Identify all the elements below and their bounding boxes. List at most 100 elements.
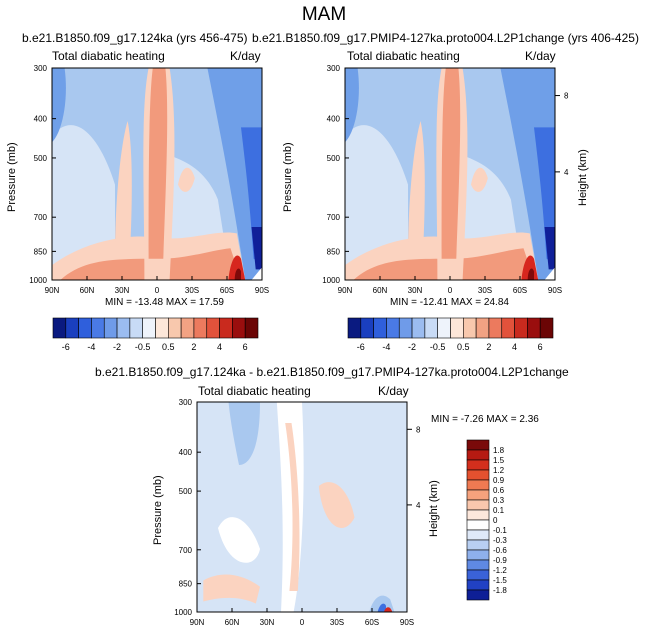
- y2-tick-label: 4: [416, 501, 421, 510]
- panel-2-units-label: K/day: [525, 49, 556, 63]
- y-tick-label: 1000: [29, 276, 47, 285]
- y-tick-label: 400: [179, 448, 193, 457]
- colorbar-swatch: [424, 317, 438, 339]
- sh-max-cooling: [544, 227, 555, 270]
- colorbar-swatch: [193, 317, 208, 339]
- colorbar-label: 1.8: [493, 446, 505, 455]
- colorbar-label: 6: [538, 342, 543, 352]
- heatmap-difference: 90N 60N 30N 0 30S 60S 90S 300 400 500 700 850 1000 8 4: [174, 398, 421, 627]
- y-tick-label: 300: [34, 64, 48, 73]
- heatmap-control: 90N 60N 30N 0 30S 60S 90S 300 400 500 700 850 1000: [29, 64, 269, 295]
- nh-pale-region: [345, 125, 408, 280]
- diff-surface-warming: [383, 607, 393, 612]
- x-tick-label: 60N: [80, 286, 95, 295]
- colorbar-label: -1.8: [493, 586, 507, 595]
- sh-cooling-region: [207, 68, 262, 280]
- colorbar-label: 2: [191, 342, 196, 352]
- colorbar-swatch: [466, 449, 490, 461]
- colorbar-swatch: [514, 317, 528, 339]
- colorbar-swatch: [219, 317, 233, 339]
- panel-1-minmax: MIN = -13.48 MAX = 17.59: [105, 297, 224, 308]
- colorbar-label: -0.1: [493, 526, 507, 535]
- colorbar-swatch: [466, 529, 490, 541]
- colorbar-swatch: [347, 317, 362, 339]
- colorbar-swatch: [466, 489, 490, 501]
- colorbar-swatch: [466, 519, 490, 531]
- colorbar-label: -2: [408, 342, 416, 352]
- surface-hotspot-core: [234, 268, 241, 280]
- y-tick-label: 700: [327, 213, 341, 222]
- x-tick-label: 90S: [400, 618, 414, 627]
- colorbar-label: 1.2: [493, 466, 505, 475]
- colorbar-swatch: [206, 317, 220, 339]
- x-tick-label: 90N: [45, 286, 60, 295]
- colorbar-swatch: [411, 317, 426, 339]
- x-tick-label: 30N: [408, 286, 423, 295]
- x-tick-label: 0: [155, 286, 160, 295]
- colorbar-swatch: [129, 317, 143, 339]
- y-tick-label: 1000: [174, 608, 192, 617]
- panel-2-field-label: Total diabatic heating: [347, 49, 460, 63]
- colorbar-swatch: [463, 317, 477, 339]
- colorbar-label: -1.2: [493, 566, 507, 575]
- colorbar-label: -1.5: [493, 576, 507, 585]
- y-tick-label: 500: [179, 487, 193, 496]
- panel-1-case-title: b.e21.B1850.f09_g17.124ka (yrs 456-475): [22, 31, 248, 45]
- colorbar-difference: 1.81.51.20.90.60.30.10-0.1-0.3-0.6-0.9-1…: [466, 439, 507, 601]
- colorbar-swatch: [466, 509, 490, 521]
- diff-upper-cooling: [228, 402, 260, 465]
- panel-3-y-axis-label: Pressure (mb): [152, 475, 164, 545]
- panel-3-case-title: b.e21.B1850.f09_g17.124ka - b.e21.B1850.…: [95, 365, 569, 379]
- colorbar-swatch: [450, 317, 464, 339]
- x-tick-label: 30S: [330, 618, 344, 627]
- panel-2-minmax: MIN = -12.41 MAX = 24.84: [390, 297, 509, 308]
- colorbar-swatch: [78, 317, 92, 339]
- colorbar-label: 0.6: [493, 486, 505, 495]
- panel-1-y-axis-label: Pressure (mb): [6, 142, 18, 212]
- colorbar-label: 0.1: [493, 506, 505, 515]
- x-tick-label: 60S: [365, 618, 379, 627]
- surface-hotspot-core: [527, 268, 534, 280]
- sh-warm-patch: [471, 167, 488, 192]
- colorbar-swatch: [91, 317, 105, 339]
- colorbar-swatch: [466, 499, 490, 511]
- terrain-mask: [544, 267, 555, 280]
- diff-strong-cooling: [377, 603, 386, 612]
- y-tick-label: 850: [34, 247, 48, 256]
- colorbar-swatch: [142, 317, 156, 339]
- panel-2-y-axis-label: Pressure (mb): [282, 142, 294, 212]
- nh-upper-cooling: [345, 68, 359, 143]
- nh-upper-cooling: [52, 68, 66, 143]
- x-tick-label: 30N: [260, 618, 275, 627]
- colorbar-label: 6: [243, 342, 248, 352]
- panel-2-y2-axis-label: Height (km): [577, 149, 589, 206]
- diff-sh-warm: [318, 482, 355, 528]
- colorbar-swatch: [103, 317, 118, 339]
- y-tick-label: 850: [327, 247, 341, 256]
- x-tick-label: 90S: [548, 286, 562, 295]
- y-tick-label: 400: [34, 115, 48, 124]
- colorbar-label: 0.5: [162, 342, 175, 352]
- colorbar-label: -2: [113, 342, 121, 352]
- terrain-mask: [251, 267, 262, 280]
- x-tick-label: 60N: [225, 618, 240, 627]
- colorbar-swatch: [373, 317, 387, 339]
- colorbar-label: -4: [382, 342, 390, 352]
- itcz-tower-core: [148, 68, 168, 259]
- x-tick-label: 30N: [115, 286, 130, 295]
- colorbar-swatch: [475, 317, 490, 339]
- colorbar-label: -0.3: [493, 536, 507, 545]
- panel-3-y2-axis-label: Height (km): [428, 480, 440, 537]
- colorbar-swatch: [180, 317, 195, 339]
- colorbar-swatch: [360, 317, 374, 339]
- x-tick-label: 60N: [373, 286, 388, 295]
- x-tick-label: 30S: [185, 286, 199, 295]
- y2-tick-label: 8: [564, 92, 569, 101]
- nh-warm-column: [408, 121, 425, 259]
- colorbar-label: 2: [486, 342, 491, 352]
- colorbar-swatch: [466, 559, 490, 571]
- colorbar-label: 0.5: [457, 342, 470, 352]
- panel-2-case-title: b.e21.B1850.f09_g17.PMIP4-127ka.proto004…: [252, 31, 639, 45]
- x-tick-label: 60S: [513, 286, 527, 295]
- colorbar-swatch: [466, 439, 490, 451]
